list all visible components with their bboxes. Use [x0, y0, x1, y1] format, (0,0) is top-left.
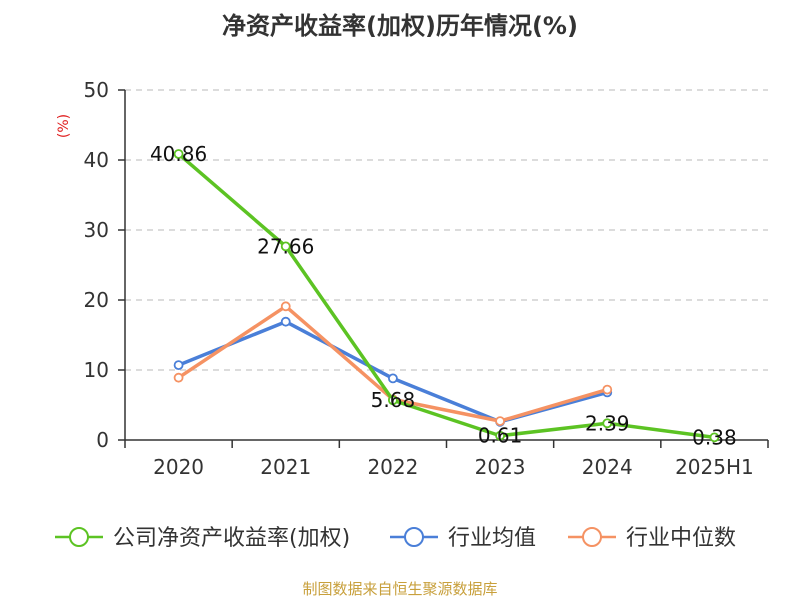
- data-point: [280, 301, 291, 312]
- y-axis-label: (%): [56, 114, 72, 138]
- data-point: [280, 316, 291, 327]
- data-point: [495, 430, 505, 441]
- x-tick-label: 2022: [367, 455, 418, 479]
- legend-label-1: 行业均值: [448, 526, 536, 551]
- x-tick-label: 2025H1: [675, 455, 754, 479]
- y-tick-label: 20: [84, 288, 109, 312]
- data-point: [709, 432, 720, 443]
- y-tick-label: 10: [84, 358, 109, 382]
- legend-marker-1: [404, 527, 424, 547]
- data-label: 0.38: [692, 425, 737, 449]
- y-tick-label: 30: [84, 218, 109, 242]
- axes: [118, 89, 769, 448]
- y-tick-labels: 0 10 20 30 40 50: [84, 78, 109, 452]
- chart-title: 净资产收益率(加权)历年情况(%): [222, 12, 578, 40]
- data-label: 5.68: [371, 388, 416, 412]
- data-label: 27.66: [257, 234, 314, 258]
- legend: 公司净资产收益率(加权) 行业均值 行业中位数: [55, 526, 736, 551]
- source-footer: 制图数据来自恒生聚源数据库: [302, 580, 498, 598]
- data-point: [173, 372, 184, 383]
- x-tick-label: 2020: [153, 455, 204, 479]
- x-tick-label: 2023: [475, 455, 526, 479]
- gridlines: [125, 89, 768, 371]
- data-point: [602, 418, 613, 429]
- y-tick-label: 50: [84, 78, 109, 102]
- legend-label-0: 公司净资产收益率(加权): [113, 526, 350, 551]
- series-line-0: [177, 152, 715, 440]
- data-point: [388, 373, 398, 384]
- data-label: 0.61: [478, 424, 523, 448]
- data-point: [495, 416, 505, 427]
- data-point: [173, 360, 184, 371]
- series-lines: [173, 149, 720, 443]
- data-point: [280, 241, 291, 252]
- data-point: [173, 149, 184, 159]
- data-labels: 40.86 27.66 5.68 0.61 2.39 0.38: [150, 142, 737, 449]
- data-label: 40.86: [150, 142, 207, 166]
- legend-marker-0: [69, 527, 89, 547]
- x-tick-label: 2024: [582, 455, 633, 479]
- data-point: [388, 395, 398, 406]
- x-tick-labels: 2020 2021 2022 2023 2024 2025H1: [153, 455, 754, 479]
- x-tick-label: 2021: [260, 455, 311, 479]
- y-tick-label: 40: [84, 148, 109, 172]
- data-label: 2.39: [585, 411, 630, 435]
- legend-marker-2: [582, 527, 602, 547]
- y-tick-label: 0: [96, 428, 109, 452]
- data-point: [602, 384, 613, 395]
- legend-label-2: 行业中位数: [626, 526, 736, 551]
